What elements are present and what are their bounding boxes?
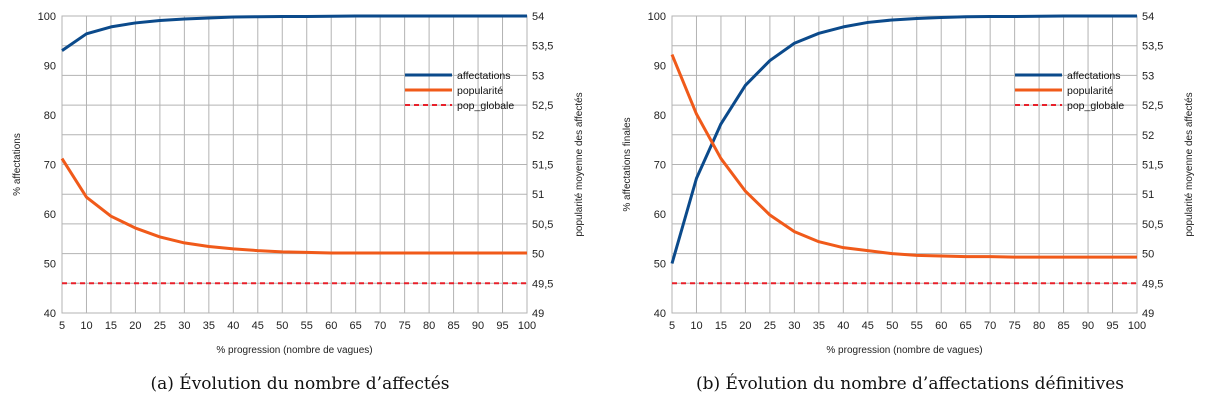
y-tick-label: 100 — [38, 11, 56, 23]
x-tick-label: 40 — [227, 320, 239, 332]
chart-b: 4050607080901004949,55050,55151,55252,55… — [622, 11, 1195, 356]
y2-tick-label: 52 — [1142, 130, 1154, 142]
x-tick-label: 50 — [886, 320, 898, 332]
x-tick-label: 80 — [1033, 320, 1045, 332]
y2-tick-label: 49,5 — [1142, 278, 1163, 290]
x-tick-label: 90 — [1082, 320, 1094, 332]
legend-label: affectations — [457, 70, 511, 82]
caption-a: (a) Évolution du nombre d’affectés — [150, 374, 450, 394]
y-tick-label: 100 — [648, 11, 666, 23]
legend-label: affectations — [1067, 70, 1121, 82]
y-tick-label: 60 — [654, 209, 666, 221]
x-tick-label: 60 — [325, 320, 337, 332]
x-tick-label: 20 — [739, 320, 751, 332]
y-tick-label: 40 — [44, 308, 56, 320]
plot-frame — [671, 15, 1138, 314]
y2-tick-label: 50,5 — [532, 219, 553, 231]
x-tick-label: 5 — [669, 320, 675, 332]
x-tick-label: 65 — [960, 320, 972, 332]
chart-a: 4050607080901004949,55050,55151,55252,55… — [12, 11, 585, 356]
x-tick-label: 85 — [447, 320, 459, 332]
caption-b: (b) Évolution du nombre d’affectations d… — [695, 374, 1124, 394]
x-tick-label: 100 — [518, 320, 536, 332]
x-tick-label: 90 — [472, 320, 484, 332]
y2-tick-label: 51 — [1142, 189, 1154, 201]
y2-tick-label: 51,5 — [532, 160, 553, 172]
y-tick-label: 90 — [654, 61, 666, 73]
x-tick-label: 25 — [154, 320, 166, 332]
y2-tick-label: 53,5 — [1142, 41, 1163, 53]
y2-tick-label: 49 — [1142, 308, 1154, 320]
x-tick-label: 95 — [1106, 320, 1118, 332]
y2-tick-label: 53,5 — [532, 41, 553, 53]
x-tick-label: 75 — [399, 320, 411, 332]
y2-tick-label: 52,5 — [532, 100, 553, 112]
y-tick-label: 80 — [44, 110, 56, 122]
series-line-affectations — [61, 14, 527, 52]
x-tick-label: 40 — [837, 320, 849, 332]
x-tick-label: 35 — [203, 320, 215, 332]
legend-label: pop_globale — [1067, 100, 1124, 112]
x-tick-label: 30 — [178, 320, 190, 332]
y-tick-label: 40 — [654, 308, 666, 320]
x-tick-label: 85 — [1057, 320, 1069, 332]
y2-tick-label: 50 — [1142, 249, 1154, 261]
legend-label: popularité — [1067, 85, 1113, 97]
y-axis-title: % affectations finales — [622, 117, 633, 211]
series-line-popularit- — [670, 54, 1137, 259]
y-tick-label: 50 — [654, 259, 666, 271]
x-tick-label: 25 — [764, 320, 776, 332]
x-tick-label: 60 — [935, 320, 947, 332]
x-tick-label: 70 — [374, 320, 386, 332]
x-tick-label: 30 — [788, 320, 800, 332]
y-tick-label: 70 — [654, 160, 666, 172]
x-tick-label: 45 — [252, 320, 264, 332]
y2-tick-label: 51 — [532, 189, 544, 201]
series-line-popularit- — [60, 157, 527, 255]
y2-tick-label: 54 — [1142, 11, 1154, 23]
y-tick-label: 60 — [44, 209, 56, 221]
x-tick-label: 10 — [690, 320, 702, 332]
y-tick-label: 80 — [654, 110, 666, 122]
y2-tick-label: 50 — [532, 249, 544, 261]
legend-label: popularité — [457, 85, 503, 97]
y2-tick-label: 51,5 — [1142, 160, 1163, 172]
y2-tick-label: 53 — [1142, 70, 1154, 82]
x-tick-label: 35 — [813, 320, 825, 332]
y2-tick-label: 49,5 — [532, 278, 553, 290]
x-tick-label: 50 — [276, 320, 288, 332]
y2-tick-label: 50,5 — [1142, 219, 1163, 231]
x-axis-title: % progression (nombre de vagues) — [826, 345, 982, 356]
y2-tick-label: 49 — [532, 308, 544, 320]
chart-panel-a: 40 50 60 70 80 90 100 49 49,5 50 50,5 51 51,5 52 52,5 5… — [0, 0, 600, 412]
y-tick-label: 90 — [44, 61, 56, 73]
x-tick-label: 55 — [301, 320, 313, 332]
x-tick-label: 5 — [59, 320, 65, 332]
x-tick-label: 65 — [350, 320, 362, 332]
y2-axis-title: popularité moyenne des affectés — [1184, 92, 1195, 236]
x-tick-label: 70 — [984, 320, 996, 332]
y-tick-label: 70 — [44, 160, 56, 172]
y2-axis-title: popularité moyenne des affectés — [574, 92, 585, 236]
x-tick-label: 80 — [423, 320, 435, 332]
x-tick-label: 10 — [80, 320, 92, 332]
y-tick-label: 50 — [44, 259, 56, 271]
x-tick-label: 95 — [496, 320, 508, 332]
y2-tick-label: 53 — [532, 70, 544, 82]
legend-label: pop_globale — [457, 100, 514, 112]
y2-tick-label: 54 — [532, 11, 544, 23]
x-tick-label: 55 — [911, 320, 923, 332]
y2-tick-label: 52 — [532, 130, 544, 142]
x-tick-label: 100 — [1128, 320, 1146, 332]
series-line-affectations — [670, 14, 1137, 264]
chart-panel-b: 40 50 60 70 80 90 100 49 49,5 50 50,5 51 51,5 52 52,5 5… — [610, 0, 1207, 412]
x-axis-title: % progression (nombre de vagues) — [216, 345, 372, 356]
y2-tick-label: 52,5 — [1142, 100, 1163, 112]
x-tick-label: 75 — [1009, 320, 1021, 332]
x-tick-label: 15 — [715, 320, 727, 332]
x-tick-label: 15 — [105, 320, 117, 332]
x-tick-label: 45 — [862, 320, 874, 332]
y-axis-title: % affectations — [12, 133, 23, 196]
x-tick-label: 20 — [129, 320, 141, 332]
